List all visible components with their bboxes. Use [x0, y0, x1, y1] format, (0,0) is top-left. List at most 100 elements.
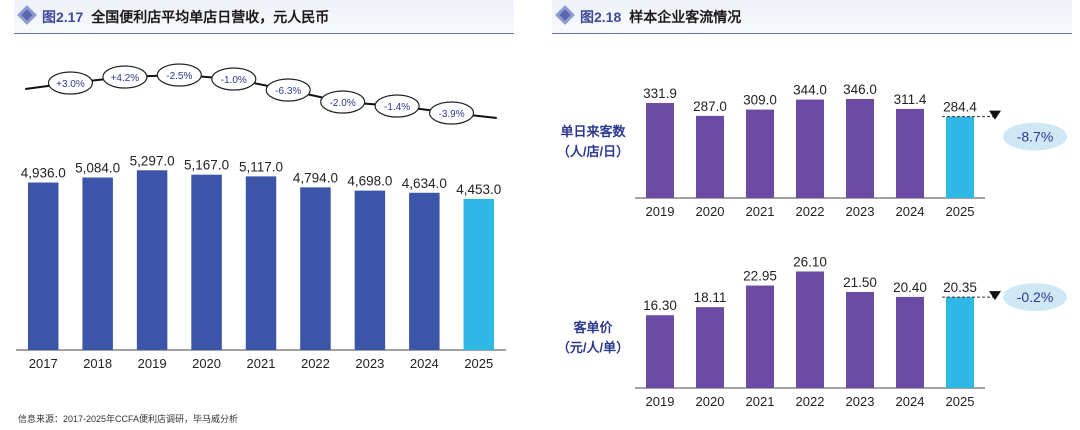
yoy-change-bubble [211, 67, 257, 91]
x-tick-label: 2022 [796, 204, 825, 219]
bar [896, 296, 924, 388]
x-tick-label: 2020 [192, 356, 221, 371]
x-tick-label: 2025 [946, 204, 975, 219]
bar-value-label: 20.35 [943, 280, 977, 295]
change-callout-bubble [1003, 122, 1067, 151]
bar [27, 182, 59, 350]
x-tick-label: 2024 [896, 204, 925, 219]
source-note: 信息来源：2017-2025年CCFA便利店调研，毕马威分析 [18, 414, 239, 424]
bar [796, 271, 824, 388]
bar [946, 297, 974, 388]
yoy-change-label: -1.0% [221, 75, 247, 86]
bar [646, 315, 674, 388]
ticket-price-chart: 16.30 2019 18.11 2020 22.95 2021 26.10 2022 21.5… [635, 254, 1067, 409]
bar-value-label: 4,698.0 [347, 174, 392, 189]
bar [896, 108, 924, 198]
bar [354, 190, 386, 350]
yoy-change-bubble [156, 63, 202, 87]
yoy-change-label: +4.2% [111, 73, 140, 84]
x-tick-label: 2020 [696, 394, 725, 409]
x-tick-label: 2023 [846, 204, 875, 219]
x-tick-label: 2021 [247, 356, 276, 371]
x-tick-label: 2025 [946, 394, 975, 409]
x-tick-label: 2024 [896, 394, 925, 409]
x-tick-label: 2019 [646, 394, 675, 409]
yoy-change-label: -2.0% [330, 98, 356, 109]
bar [746, 285, 774, 388]
yoy-connector-line [25, 73, 497, 119]
bar-value-label: 346.0 [843, 82, 877, 97]
bar-value-label: 311.4 [894, 92, 927, 107]
yoy-change-label: -3.9% [438, 109, 464, 120]
figure-title: 图2.18 样本企业客流情况 [580, 7, 741, 27]
bar [846, 99, 874, 198]
bar [746, 109, 774, 198]
x-tick-label: 2021 [746, 204, 775, 219]
yoy-change-bubble [320, 90, 366, 114]
bar-value-label: 21.50 [843, 275, 877, 290]
bar [300, 187, 331, 350]
figure-title-text: 全国便利店平均单店日营收，元人民币 [91, 9, 330, 25]
figure-title-text: 样本企业客流情况 [629, 9, 742, 25]
change-callout-bubble [1003, 283, 1067, 312]
bar-value-label: 4,936.0 [21, 166, 66, 181]
bar [796, 99, 824, 198]
yoy-change-bubble [428, 101, 475, 125]
bar-value-label: 5,297.0 [130, 153, 175, 168]
change-callout-label: -8.7% [1017, 129, 1054, 145]
x-tick-label: 2022 [796, 394, 825, 409]
header-band [552, 0, 1072, 34]
figure-number: 图2.18 [580, 9, 622, 25]
yoy-change-bubble [265, 78, 311, 102]
left-figure-header: 图2.17 全国便利店平均单店日营收，元人民币 [14, 0, 514, 34]
ticket-price-ylabel: 客单价 （元/人/单） [556, 320, 630, 355]
x-tick-label: 2023 [355, 356, 384, 371]
bar [136, 170, 168, 350]
bar [82, 177, 113, 350]
bar [696, 307, 724, 388]
bar-value-label: 22.95 [743, 269, 777, 284]
yoy-change-label: -2.5% [166, 71, 192, 82]
yoy-change-label: -1.4% [384, 102, 410, 113]
right-figure-header: 图2.18 样本企业客流情况 [552, 0, 1072, 34]
bar-value-label: 26.10 [793, 254, 827, 269]
x-tick-label: 2018 [83, 356, 112, 371]
yoy-change-label: +3.0% [56, 79, 85, 90]
x-tick-label: 2021 [746, 394, 775, 409]
x-tick-label: 2025 [464, 356, 493, 371]
bar-value-label: 331.9 [643, 86, 677, 101]
bar [696, 115, 724, 198]
bar [191, 174, 222, 350]
bar-value-label: 4,634.0 [402, 176, 447, 191]
figure-number: 图2.17 [42, 9, 84, 25]
down-arrow-icon [989, 291, 1001, 301]
bar-value-label: 309.0 [743, 93, 777, 108]
x-tick-label: 2017 [29, 356, 58, 371]
bar-value-label: 5,167.0 [184, 158, 229, 173]
bar [463, 198, 495, 350]
x-tick-label: 2019 [138, 356, 167, 371]
figure-title: 图2.17 全国便利店平均单店日营收，元人民币 [42, 7, 329, 27]
change-callout-label: -0.2% [1017, 289, 1054, 305]
daily-customer-chart: 331.9 2019 287.0 2020 309.0 2021 344.0 2022 346.… [635, 82, 1067, 219]
yoy-change-bubble [47, 71, 94, 95]
bar-value-label: 18.11 [694, 290, 727, 305]
bar-value-label: 5,084.0 [75, 161, 120, 176]
bar [646, 103, 674, 198]
x-tick-label: 2020 [696, 204, 725, 219]
down-arrow-icon [989, 110, 1001, 120]
bar-value-label: 5,117.0 [239, 159, 283, 174]
bar-value-label: 4,794.0 [293, 170, 338, 185]
bar [846, 292, 874, 388]
x-tick-label: 2022 [301, 356, 330, 371]
x-tick-label: 2023 [846, 394, 875, 409]
header-band [14, 0, 514, 34]
bar-value-label: 20.40 [893, 280, 927, 295]
bar-value-label: 284.4 [943, 100, 977, 115]
x-tick-label: 2024 [410, 356, 439, 371]
customer-count-ylabel: 单日来客数 （人/店/日） [556, 124, 630, 159]
bar-value-label: 4,453.0 [456, 182, 501, 197]
daily-revenue-chart: 4,936.0 2017 5,084.0 2018 5,297.0 2019 5,167.0… [16, 63, 506, 371]
bar-value-label: 16.30 [643, 298, 677, 313]
yoy-change-bubble [102, 65, 148, 89]
